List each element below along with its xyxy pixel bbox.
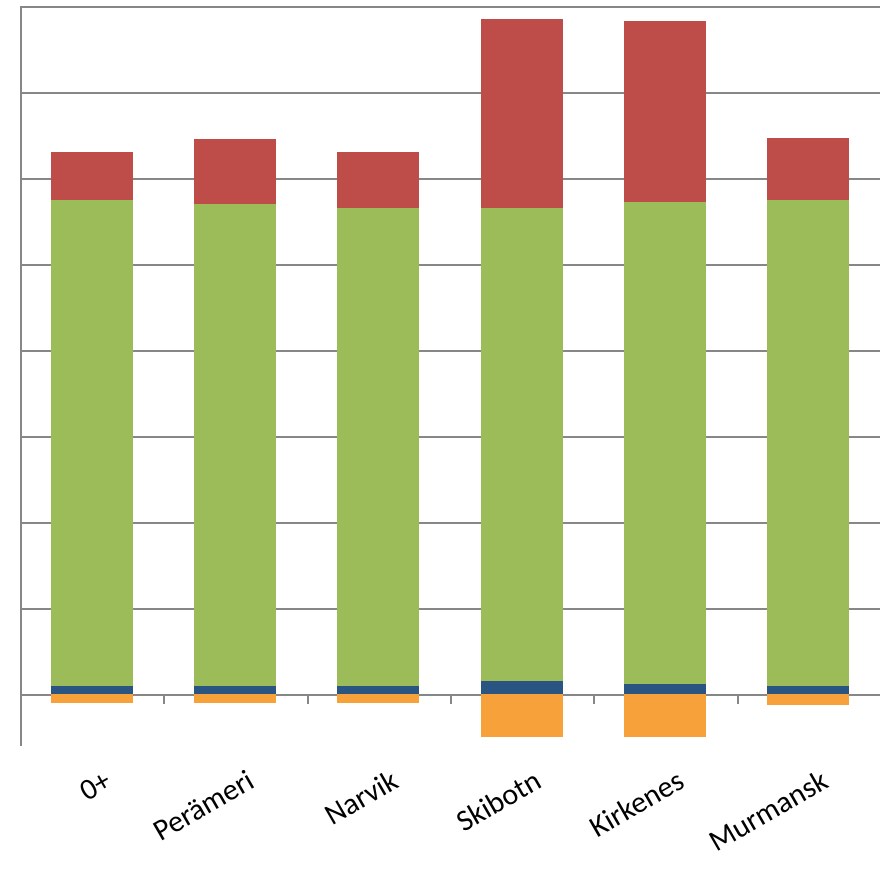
gridline — [20, 436, 880, 438]
bar-seg-orange — [337, 694, 419, 703]
grid-top-line — [20, 6, 880, 8]
bar-seg-green — [624, 202, 706, 684]
x-tick — [737, 694, 739, 704]
gridline — [20, 350, 880, 352]
bar-seg-green — [194, 204, 276, 686]
bar-seg-green — [337, 208, 419, 686]
bar-skibotn — [481, 6, 563, 746]
x-tick — [450, 694, 452, 704]
bar-seg-blue — [624, 684, 706, 694]
gridline — [20, 608, 880, 610]
bar-permeri — [194, 6, 276, 746]
bar-seg-orange — [481, 694, 563, 737]
bar-seg-orange — [767, 694, 849, 704]
bar-0 — [51, 6, 133, 746]
bar-seg-blue — [337, 686, 419, 695]
bar-seg-blue — [767, 686, 849, 695]
bar-seg-red — [194, 139, 276, 204]
bar-seg-green — [481, 208, 563, 681]
bar-seg-orange — [51, 694, 133, 703]
bar-seg-red — [481, 19, 563, 208]
bar-seg-green — [767, 200, 849, 686]
bar-seg-blue — [481, 681, 563, 694]
x-tick — [307, 694, 309, 704]
bar-seg-orange — [624, 694, 706, 737]
bar-seg-orange — [194, 694, 276, 703]
gridline — [20, 264, 880, 266]
bar-seg-blue — [194, 686, 276, 695]
chart-plot-area — [20, 6, 880, 746]
y-axis-line — [20, 6, 22, 746]
gridline — [20, 178, 880, 180]
bar-seg-red — [767, 138, 849, 200]
gridline — [20, 92, 880, 94]
x-tick — [593, 694, 595, 704]
bar-seg-red — [51, 152, 133, 199]
bar-seg-red — [337, 152, 419, 208]
bar-seg-blue — [51, 686, 133, 695]
bar-murmansk — [767, 6, 849, 746]
bar-seg-green — [51, 200, 133, 686]
bar-kirkenes — [624, 6, 706, 746]
bar-narvik — [337, 6, 419, 746]
gridline — [20, 522, 880, 524]
bar-seg-red — [624, 21, 706, 202]
x-tick — [163, 694, 165, 704]
